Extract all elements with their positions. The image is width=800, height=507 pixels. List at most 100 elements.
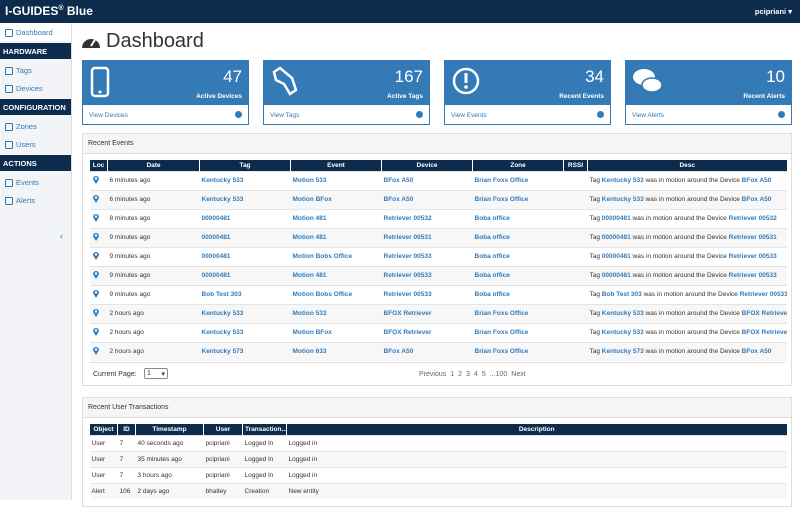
tag-cell[interactable]: 00000481 (199, 208, 291, 228)
desc-tag[interactable]: 00000481 (601, 234, 631, 241)
desc-device[interactable]: Retriever 00533 (728, 253, 777, 260)
desc-tag[interactable]: Kentucky 533 (601, 329, 644, 336)
zone-cell[interactable]: Boba office (472, 227, 564, 247)
card-label: Recent Events (559, 93, 604, 100)
tag-cell[interactable]: Bob Test 303 (199, 284, 291, 304)
location-pin[interactable] (92, 232, 100, 241)
desc-device[interactable]: Retriever 00531 (728, 234, 777, 241)
page-link[interactable]: 4 (473, 371, 478, 378)
zone-cell[interactable]: Boba office (472, 284, 564, 304)
desc-device[interactable]: BFox A50 (741, 348, 772, 356)
device-cell[interactable]: Retriever 00533 (381, 284, 473, 304)
zone-cell[interactable]: Brian Foxs Office (472, 341, 564, 361)
tag-cell[interactable]: Kentucky 533 (199, 322, 291, 342)
desc-device[interactable]: BFox A50 (741, 196, 772, 203)
device-cell[interactable]: BFOX Retriever (381, 303, 473, 323)
event-cell[interactable]: Motion 533 (290, 303, 382, 323)
page-link[interactable]: 2 (458, 371, 463, 378)
zone-cell[interactable]: Brian Foxs Office (472, 322, 564, 342)
sidebar-item[interactable]: Dashboard (0, 23, 71, 41)
card-arrow[interactable] (416, 111, 423, 118)
desc-tag[interactable]: 00000481 (601, 215, 631, 222)
location-pin[interactable] (92, 194, 100, 203)
zone-cell[interactable]: Boba office (472, 265, 564, 285)
card-arrow[interactable] (778, 111, 785, 118)
tag-cell[interactable]: Kentucky 573 (199, 341, 291, 361)
event-cell[interactable]: Motion 481 (290, 208, 382, 228)
page-link[interactable]: 5 (481, 371, 486, 378)
location-pin[interactable] (92, 346, 100, 356)
tag-cell[interactable]: 00000481 (199, 246, 291, 266)
transaction-cell: User (89, 450, 118, 467)
device-cell[interactable]: Retriever 00533 (381, 265, 473, 285)
desc-tag[interactable]: Kentucky 533 (601, 196, 644, 203)
brand[interactable]: I-GUIDES® Blue (5, 4, 93, 18)
desc-tag[interactable]: 00000481 (601, 253, 631, 260)
event-cell[interactable]: Motion BFox (290, 189, 382, 209)
zone-cell[interactable]: Boba office (472, 246, 564, 266)
tag-cell[interactable]: Kentucky 533 (199, 189, 291, 209)
location-pin[interactable] (92, 327, 100, 336)
event-cell[interactable]: Motion 533 (290, 170, 382, 190)
desc-tag[interactable]: 00000481 (601, 272, 631, 279)
sidebar-item[interactable]: Zones (0, 117, 71, 135)
desc-tag[interactable]: Bob Test 303 (601, 291, 642, 298)
desc-tag[interactable]: Kentucky 533 (601, 177, 644, 184)
zone-cell[interactable]: Brian Foxs Office (472, 170, 564, 190)
zone-cell[interactable]: Boba office (472, 208, 564, 228)
desc-device[interactable]: BFox A50 (741, 177, 772, 184)
user-menu[interactable]: pcipriani ▾ (754, 7, 792, 16)
device-cell[interactable]: BFox A50 (381, 170, 473, 190)
page-link[interactable]: 3 (466, 371, 470, 378)
event-cell[interactable]: Motion 481 (290, 227, 382, 247)
card-link[interactable]: View Devices (89, 112, 128, 119)
sidebar-item[interactable]: Tags (0, 61, 71, 79)
event-cell[interactable]: Motion 633 (290, 341, 382, 361)
device-cell[interactable]: BFox A50 (381, 341, 473, 361)
event-row: 6 minutes ago Kentucky 533 Motion BFox BFox… (89, 189, 787, 209)
card-arrow[interactable] (235, 111, 242, 118)
desc-device[interactable]: BFOX Retriever (741, 329, 787, 336)
desc-tag[interactable]: Kentucky 533 (601, 310, 644, 317)
page-link[interactable]: 1 (450, 371, 455, 378)
device-cell[interactable]: Retriever 00533 (381, 246, 473, 266)
event-cell[interactable]: Motion 481 (290, 265, 382, 285)
page-select[interactable]: 1 ▾ (144, 368, 168, 379)
zone-cell[interactable]: Brian Foxs Office (472, 303, 564, 323)
sidebar-item[interactable]: Devices (0, 79, 71, 97)
event-cell[interactable]: Motion Bobs Office (290, 284, 382, 304)
tag-cell[interactable]: Kentucky 533 (199, 170, 291, 190)
event-cell[interactable]: Motion BFox (290, 322, 382, 342)
location-pin[interactable] (92, 213, 100, 222)
device-cell[interactable]: BFox A50 (381, 189, 473, 209)
sidebar-item[interactable]: Users (0, 135, 71, 153)
card-link[interactable]: View Tags (270, 112, 300, 119)
sidebar-item[interactable]: Alerts (0, 191, 71, 209)
tag-cell[interactable]: 00000481 (199, 227, 291, 247)
device-cell[interactable]: BFOX Retriever (381, 322, 473, 342)
page-link[interactable]: ...100 (489, 371, 508, 378)
desc-device[interactable]: Retriever 00533 (728, 272, 777, 279)
desc-device[interactable]: Retriever 00532 (728, 215, 777, 222)
location-pin[interactable] (92, 251, 100, 260)
location-pin[interactable] (92, 289, 100, 298)
tag-cell[interactable]: Kentucky 533 (199, 303, 291, 323)
card-link[interactable]: View Alerts (632, 112, 665, 119)
previous-link[interactable]: Previous (419, 371, 447, 378)
location-pin[interactable] (92, 308, 100, 317)
desc-device[interactable]: Retriever 00533 (739, 291, 787, 298)
location-pin[interactable] (92, 175, 100, 184)
device-cell[interactable]: Retriever 00532 (381, 208, 473, 228)
desc-device[interactable]: BFOX Retriever (741, 310, 787, 317)
desc-tag[interactable]: Kentucky 573 (601, 348, 644, 356)
sidebar-item[interactable]: Events (0, 173, 71, 191)
location-pin[interactable] (92, 270, 100, 279)
card-arrow[interactable] (597, 111, 604, 118)
tag-cell[interactable]: 00000481 (199, 265, 291, 285)
event-cell[interactable]: Motion Bobs Office (290, 246, 382, 266)
device-cell[interactable]: Retriever 00531 (381, 227, 473, 247)
next-link[interactable]: Next (511, 371, 526, 378)
zone-cell[interactable]: Brian Foxs Office (472, 189, 564, 209)
collapse-button[interactable]: ‹ (60, 231, 63, 241)
card-link[interactable]: View Events (451, 112, 487, 119)
